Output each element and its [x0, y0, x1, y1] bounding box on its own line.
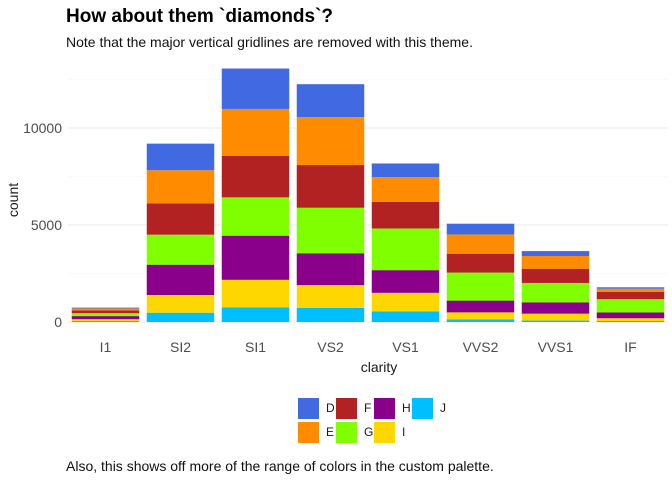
bar-segment-vvs2-d [446, 223, 515, 235]
bar-segment-vvs2-j [446, 319, 515, 322]
bar-segment-si1-f [221, 156, 290, 198]
bar-segment-vvs2-i [446, 312, 515, 320]
bar-segment-si2-f [146, 203, 215, 235]
legend-key-i [374, 421, 395, 443]
bar-segment-si2-e [146, 170, 215, 204]
bar-segment-if-h [596, 312, 665, 319]
bar-segment-vvs1-e [521, 255, 590, 269]
bar-segment-vs2-d [296, 84, 365, 118]
bar-segment-vs2-e [296, 117, 365, 166]
chart-plot: 0 5000 10000 I1 SI2 SI1 VS2 VS1 VVS2 VVS1 IF clar… [5, 68, 668, 375]
legend-empty-cell [412, 420, 450, 444]
legend: D F H J E G I [298, 396, 450, 444]
bar-segment-if-g [596, 299, 665, 313]
y-tick-labels: 0 5000 10000 [23, 120, 62, 330]
bar-segment-vvs1-g [521, 282, 590, 303]
bar-segment-i1-h [71, 316, 140, 320]
legend-item-j: J [412, 396, 450, 420]
bar-segment-si2-i [146, 295, 215, 313]
bar-segment-vs1-h [371, 270, 440, 293]
x-tick-label: VS1 [392, 339, 419, 355]
bar-segment-vs2-j [296, 307, 365, 322]
legend-key-d [298, 397, 319, 419]
chart-caption: Also, this shows off more of the range o… [66, 458, 494, 474]
bar-segment-vs2-f [296, 165, 365, 208]
legend-key-g [336, 421, 357, 443]
bar-segment-vvs1-i [521, 313, 590, 321]
bar-segment-vvs1-f [521, 268, 590, 283]
legend-label: G [364, 425, 374, 439]
legend-item-i: I [374, 420, 412, 444]
legend-label: E [326, 425, 335, 439]
bar-segment-si2-h [146, 264, 215, 296]
y-tick-label: 0 [54, 314, 62, 330]
bar-segment-vvs1-j [521, 320, 590, 322]
legend-item-g: G [336, 420, 374, 444]
bar-segment-i1-f [71, 310, 140, 314]
legend-item-e: E [298, 420, 336, 444]
bar-segment-vvs1-h [521, 302, 590, 314]
bar-segment-i1-e [71, 308, 140, 311]
bar-segment-if-e [596, 288, 665, 292]
bars [71, 68, 665, 322]
x-tick-label: IF [624, 339, 636, 355]
legend-key-h [374, 397, 395, 419]
legend-label: J [440, 401, 446, 415]
x-tick-labels: I1 SI2 SI1 VS2 VS1 VVS2 VVS1 IF [100, 339, 637, 355]
bar-segment-vvs2-e [446, 234, 515, 254]
bar-segment-if-i [596, 318, 665, 322]
bar-segment-vvs2-h [446, 300, 515, 313]
bar-segment-si2-g [146, 234, 215, 265]
legend-label: F [364, 401, 372, 415]
bar-segment-vs1-f [371, 202, 440, 229]
bar-segment-si1-h [221, 235, 290, 280]
bar-segment-i1-j [71, 321, 140, 322]
chart-title: How about them `diamonds`? [66, 6, 334, 27]
y-axis-title: count [5, 183, 21, 217]
bar-segment-si1-i [221, 279, 290, 308]
bar-segment-i1-d [71, 307, 140, 309]
bar-segment-vs2-g [296, 207, 365, 254]
bar-segment-si1-j [221, 307, 290, 322]
bar-segment-vs1-e [371, 177, 440, 203]
x-tick-label: VS2 [317, 339, 344, 355]
bar-segment-vs1-i [371, 292, 440, 312]
bar-segment-vvs1-d [521, 251, 590, 256]
bar-segment-si2-d [146, 143, 215, 171]
x-tick-label: VVS1 [538, 339, 574, 355]
x-tick-label: VVS2 [463, 339, 499, 355]
x-tick-label: SI2 [170, 339, 191, 355]
x-tick-label: SI1 [245, 339, 266, 355]
bar-segment-vs1-j [371, 311, 440, 322]
bar-segment-if-f [596, 291, 665, 300]
legend-key-e [298, 421, 319, 443]
x-axis-title: clarity [361, 359, 398, 375]
chart-subtitle: Note that the major vertical gridlines a… [66, 34, 473, 50]
bar-segment-if-j [596, 321, 665, 322]
legend-label: I [402, 425, 406, 439]
legend-item-f: F [336, 396, 374, 420]
legend-item-h: H [374, 396, 412, 420]
bar-segment-si1-e [221, 108, 290, 157]
bar-segment-si1-d [221, 68, 290, 109]
bar-segment-i1-i [71, 319, 140, 322]
bar-segment-si1-g [221, 197, 290, 236]
legend-key-f [336, 397, 357, 419]
legend-label: H [402, 401, 411, 415]
legend-item-d: D [298, 396, 336, 420]
legend-key-j [412, 397, 433, 419]
bar-segment-vvs2-f [446, 253, 515, 273]
x-tick-label: I1 [100, 339, 112, 355]
legend-label: D [326, 401, 335, 415]
y-tick-label: 10000 [23, 120, 62, 136]
bar-segment-vs2-i [296, 285, 365, 308]
bar-segment-vs2-h [296, 253, 365, 286]
bar-segment-i1-g [71, 313, 140, 317]
y-tick-label: 5000 [31, 217, 62, 233]
bar-segment-vs1-g [371, 228, 440, 271]
bar-segment-vvs2-g [446, 272, 515, 301]
bar-segment-si2-j [146, 312, 215, 322]
bar-segment-vs1-d [371, 163, 440, 178]
bar-segment-if-d [596, 287, 665, 289]
